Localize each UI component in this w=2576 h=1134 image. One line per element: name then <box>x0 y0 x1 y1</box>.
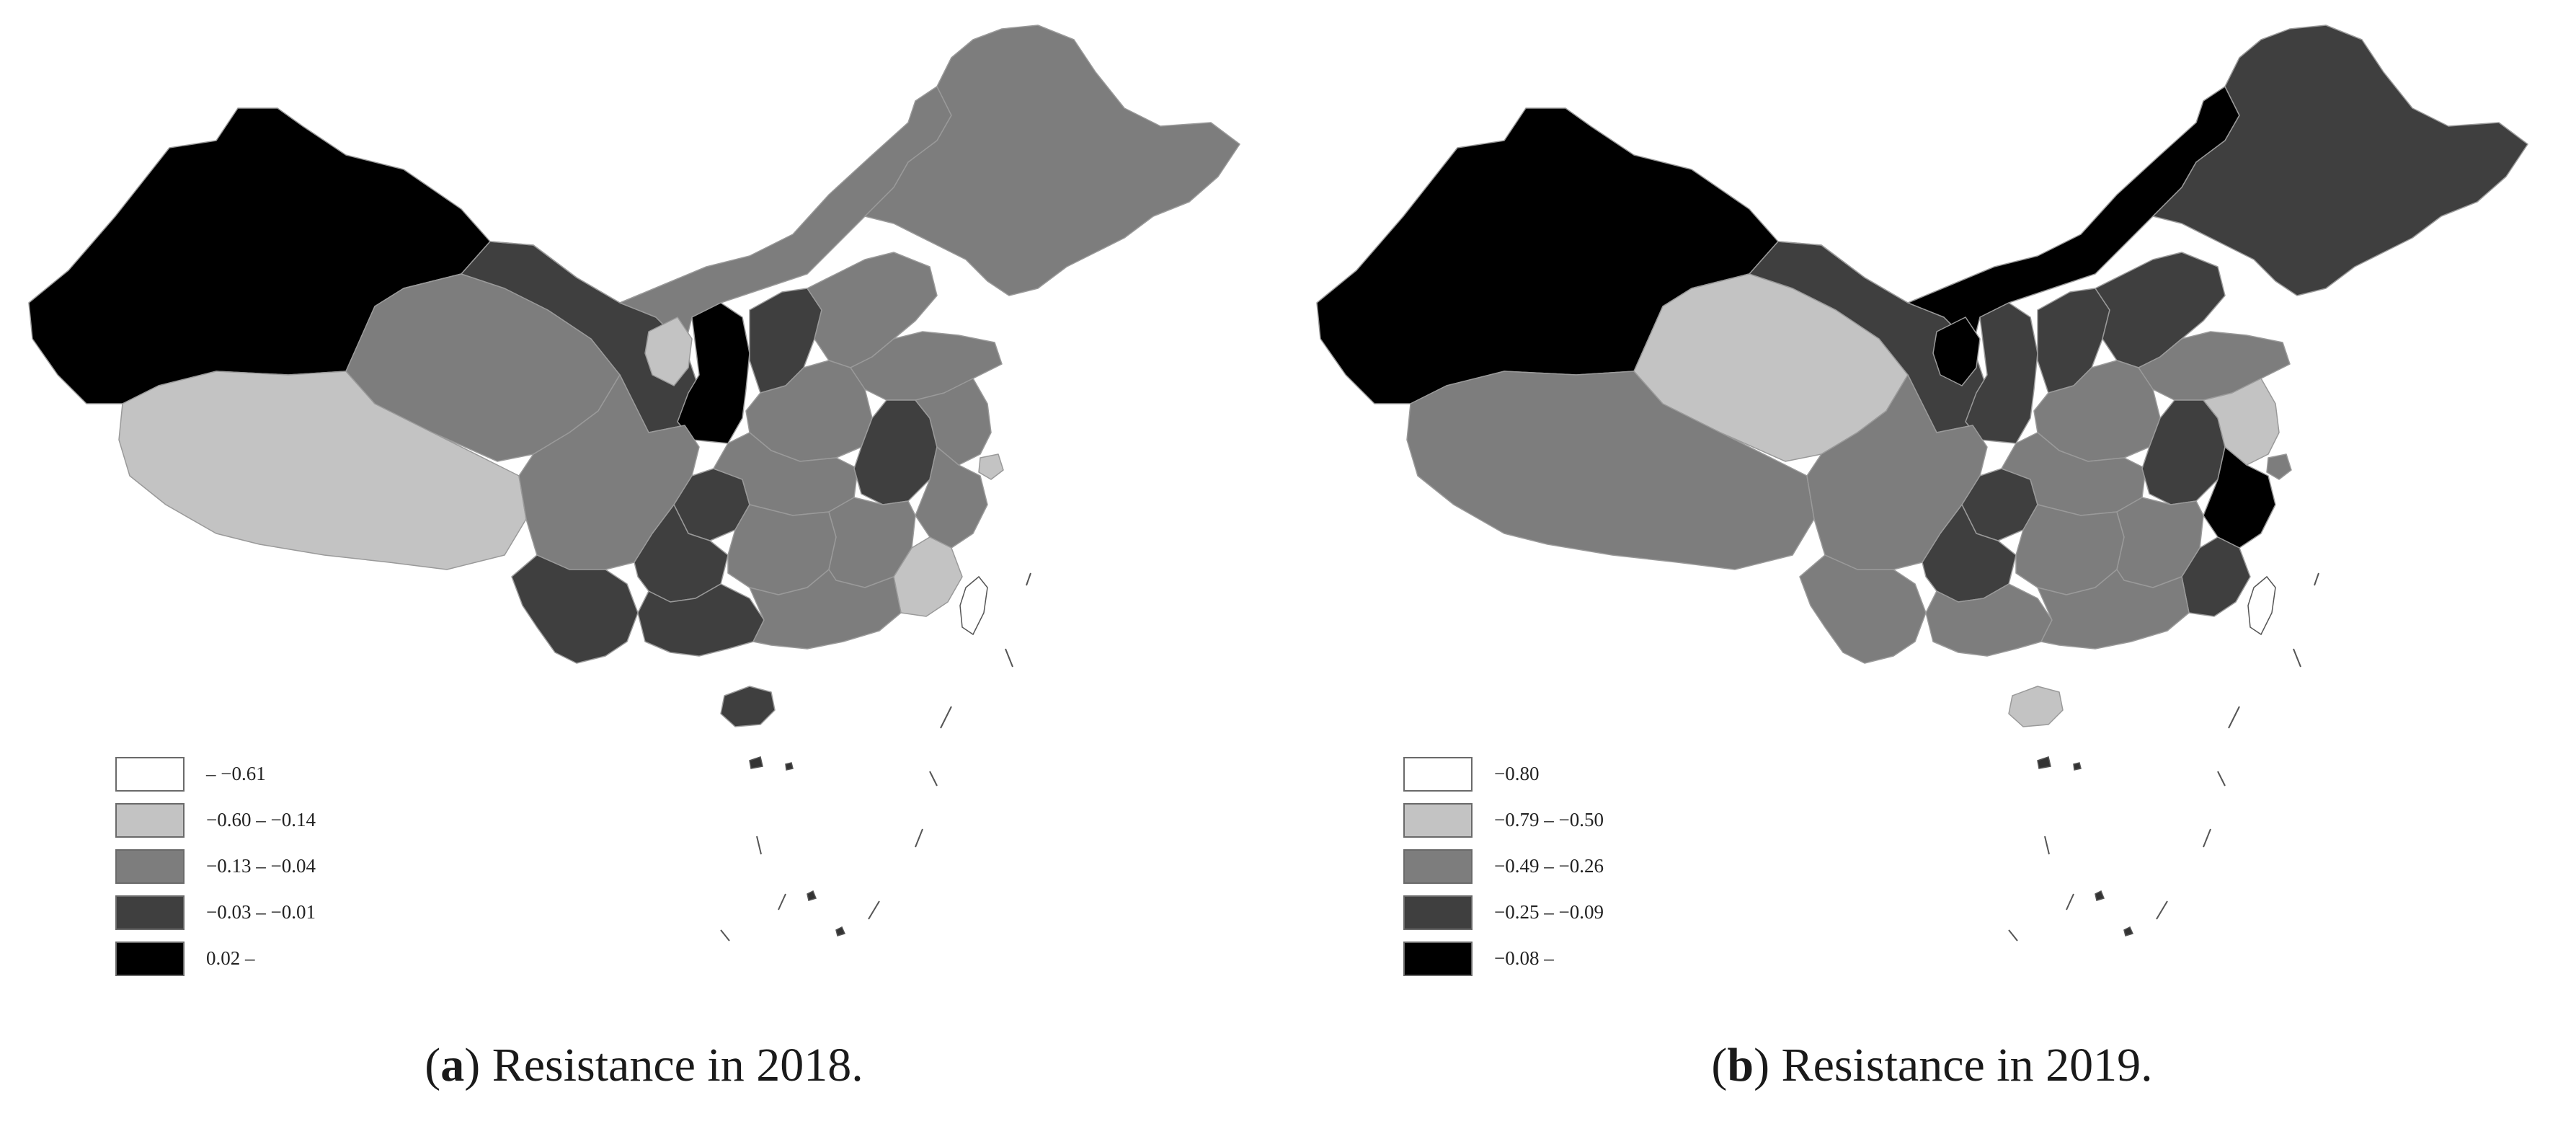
region-guangxi <box>1925 583 2053 657</box>
region-yunnan <box>511 554 639 664</box>
legend-swatch <box>1403 803 1473 838</box>
region-guangdong <box>749 569 902 650</box>
map-panel-a: – −0.61 −0.60 – −0.14 −0.13 – −0.04 −0.0… <box>28 25 1240 1091</box>
boundary-dash <box>2044 836 2050 855</box>
legend-label: −0.13 – −0.04 <box>206 855 316 877</box>
island-mark <box>749 756 763 769</box>
region-hainan <box>2008 686 2064 727</box>
legend-label: −0.49 – −0.26 <box>1494 855 1604 877</box>
legend-swatch <box>115 803 185 838</box>
island-mark <box>2123 926 2134 936</box>
legend-label: −0.79 – −0.50 <box>1494 809 1604 830</box>
boundary-dash <box>2217 771 2226 787</box>
region-yunnan <box>1799 554 1927 664</box>
map-legend-2018: – −0.61 −0.60 – −0.14 −0.13 – −0.04 −0.0… <box>115 750 418 980</box>
boundary-dash <box>2008 929 2018 942</box>
caption-text: Resistance in 2018. <box>492 1039 863 1091</box>
legend-item: −0.79 – −0.50 <box>1403 796 1706 842</box>
legend-label: −0.80 <box>1494 763 1540 784</box>
legend-label: 0.02 – <box>206 947 255 969</box>
boundary-dash <box>868 900 880 920</box>
legend-item: −0.49 – −0.26 <box>1403 842 1706 888</box>
region-hainan <box>720 686 776 727</box>
region-jiangsu <box>2203 378 2280 466</box>
legend-item: −0.08 – <box>1403 934 1706 980</box>
boundary-dash <box>720 929 730 942</box>
region-northeast <box>864 25 1240 296</box>
region-shanxi <box>2037 288 2110 394</box>
legend-label: −0.25 – −0.09 <box>1494 901 1604 923</box>
island-mark <box>2073 762 2082 771</box>
legend-swatch <box>1403 757 1473 792</box>
region-hebei <box>2095 252 2226 368</box>
legend-swatch <box>115 849 185 884</box>
legend-item: −0.80 <box>1403 750 1706 796</box>
region-northeast <box>2152 25 2528 296</box>
legend-item: – −0.61 <box>115 750 418 796</box>
region-taiwan <box>2247 575 2276 636</box>
legend-swatch <box>1403 942 1473 976</box>
boundary-dash <box>915 828 923 848</box>
legend-swatch <box>1403 849 1473 884</box>
choropleth-map-2018 <box>28 25 1240 942</box>
island-mark <box>807 890 817 901</box>
region-guangdong <box>2037 569 2190 650</box>
region-hebei <box>807 252 938 368</box>
caption-tag: a <box>440 1039 465 1091</box>
boundary-dash <box>1005 648 1013 668</box>
island-mark <box>785 762 794 771</box>
boundary-dash <box>2314 572 2319 586</box>
legend-item: −0.25 – −0.09 <box>1403 888 1706 934</box>
region-jiangsu <box>915 378 992 466</box>
legend-swatch <box>1403 895 1473 930</box>
legend-label: −0.60 – −0.14 <box>206 809 316 830</box>
map-panel-b: −0.80 −0.79 – −0.50 −0.49 – −0.26 −0.25 … <box>1288 0 2576 1134</box>
boundary-dash <box>2156 900 2168 920</box>
caption-text: Resistance in 2019. <box>1781 1039 2153 1091</box>
region-shanghai <box>2266 453 2292 480</box>
island-mark <box>2037 756 2051 769</box>
caption-2019: (b) Resistance in 2019. <box>1711 1039 2153 1091</box>
boundary-dash <box>2228 706 2240 729</box>
island-mark <box>2095 890 2105 901</box>
region-guangxi <box>637 583 765 657</box>
legend-swatch <box>115 942 185 976</box>
boundary-dash <box>2293 648 2301 668</box>
region-ningxia <box>1932 316 1981 386</box>
legend-swatch <box>115 895 185 930</box>
boundary-dash <box>2203 828 2211 848</box>
island-mark <box>835 926 846 936</box>
region-tibet <box>118 371 527 570</box>
boundary-dash <box>778 893 786 911</box>
region-guizhou <box>1922 504 2017 603</box>
boundary-dash <box>929 771 938 787</box>
legend-label: – −0.61 <box>206 763 266 784</box>
legend-swatch <box>115 757 185 792</box>
legend-item: 0.02 – <box>115 934 418 980</box>
caption-2018: (a) Resistance in 2018. <box>425 1039 863 1091</box>
boundary-dash <box>2066 893 2074 911</box>
region-tibet <box>1406 371 1815 570</box>
legend-item: −0.03 – −0.01 <box>115 888 418 934</box>
choropleth-map-2019 <box>1316 25 2528 942</box>
legend-item: −0.13 – −0.04 <box>115 842 418 888</box>
caption-tag: b <box>1727 1039 1754 1091</box>
legend-label: −0.08 – <box>1494 947 1554 969</box>
region-zhejiang <box>2203 446 2276 549</box>
legend-item: −0.60 – −0.14 <box>115 796 418 842</box>
legend-label: −0.03 – −0.01 <box>206 901 316 923</box>
boundary-dash <box>1026 572 1031 586</box>
boundary-dash <box>756 836 762 855</box>
region-taiwan <box>959 575 988 636</box>
region-zhejiang <box>915 446 988 549</box>
region-ningxia <box>644 316 693 386</box>
map-legend-2019: −0.80 −0.79 – −0.50 −0.49 – −0.26 −0.25 … <box>1403 750 1706 980</box>
boundary-dash <box>940 706 952 729</box>
region-shanghai <box>978 453 1004 480</box>
region-shanxi <box>749 288 822 394</box>
region-guizhou <box>634 504 729 603</box>
